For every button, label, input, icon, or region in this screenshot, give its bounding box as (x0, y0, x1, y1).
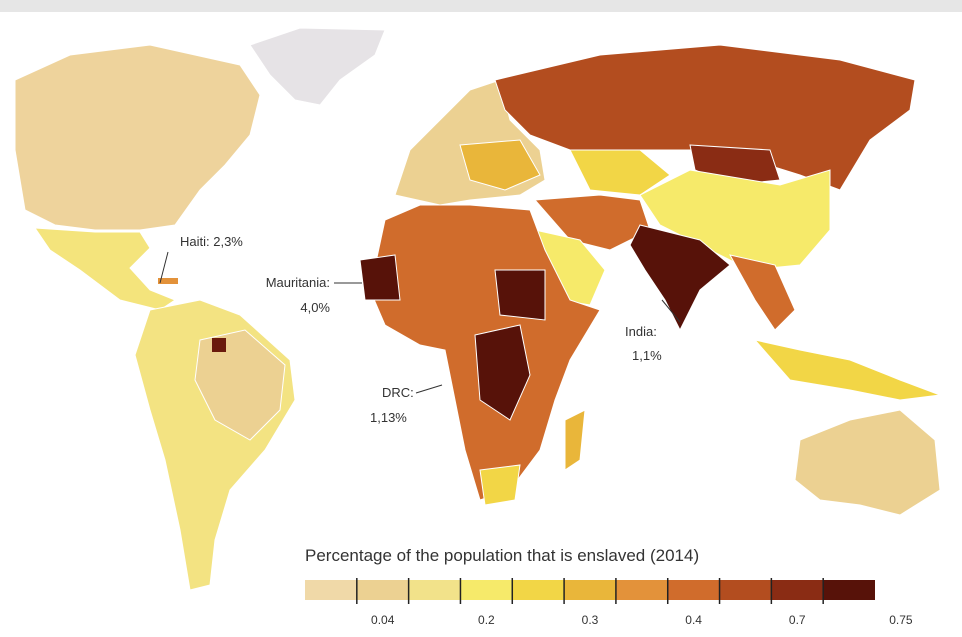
southeast-asia (729, 254, 796, 331)
annotation: 1,1% (632, 348, 662, 363)
leader-line (415, 384, 443, 394)
leader-line (159, 251, 169, 284)
russia (494, 44, 916, 191)
legend-swatch (512, 580, 565, 600)
sudan (494, 269, 546, 321)
leader-line (661, 299, 681, 323)
drc (474, 324, 531, 421)
legend-swatch (460, 580, 513, 600)
annotation: DRC: (382, 385, 414, 400)
annotation: 1,13% (370, 410, 407, 425)
legend: 0.04 0.2 0.3 0.4 0.7 0.75 (305, 578, 913, 627)
brazil (194, 329, 286, 441)
eastern-europe (459, 139, 541, 191)
annotation: India: (625, 324, 657, 339)
india (629, 224, 731, 332)
legend-swatch (823, 580, 875, 600)
north-america (14, 44, 261, 231)
legend-tick-label: 0.7 (789, 613, 806, 627)
south-africa (479, 464, 521, 506)
legend-tick-label: 0.04 (371, 613, 395, 627)
legend-tick-label: 0.4 (685, 613, 702, 627)
legend-swatch (615, 580, 668, 600)
mauritania (359, 254, 401, 301)
mexico-central-america (34, 227, 177, 311)
suriname (212, 338, 226, 352)
madagascar (564, 409, 586, 471)
haiti (158, 278, 178, 284)
legend-tick-label: 0.3 (582, 613, 599, 627)
legend-swatch (564, 580, 616, 600)
australia (794, 409, 941, 516)
legend-tick-label: 0.75 (889, 613, 913, 627)
annotation: Mauritania: (266, 275, 330, 290)
legend-swatch (305, 580, 357, 600)
legend-title: Percentage of the population that is ens… (305, 546, 699, 565)
indonesia (753, 339, 941, 401)
annotation: 4,0% (300, 300, 330, 315)
legend-tick-label: 0.2 (478, 613, 495, 627)
legend-swatch (408, 580, 461, 600)
greenland (249, 27, 386, 106)
legend-swatch (719, 580, 772, 600)
top-bar (0, 0, 962, 12)
legend-swatch (667, 580, 720, 600)
legend-swatch (356, 580, 409, 600)
legend-swatch (771, 580, 824, 600)
annotation: Haiti: 2,3% (180, 234, 243, 249)
central-asia (569, 149, 671, 196)
